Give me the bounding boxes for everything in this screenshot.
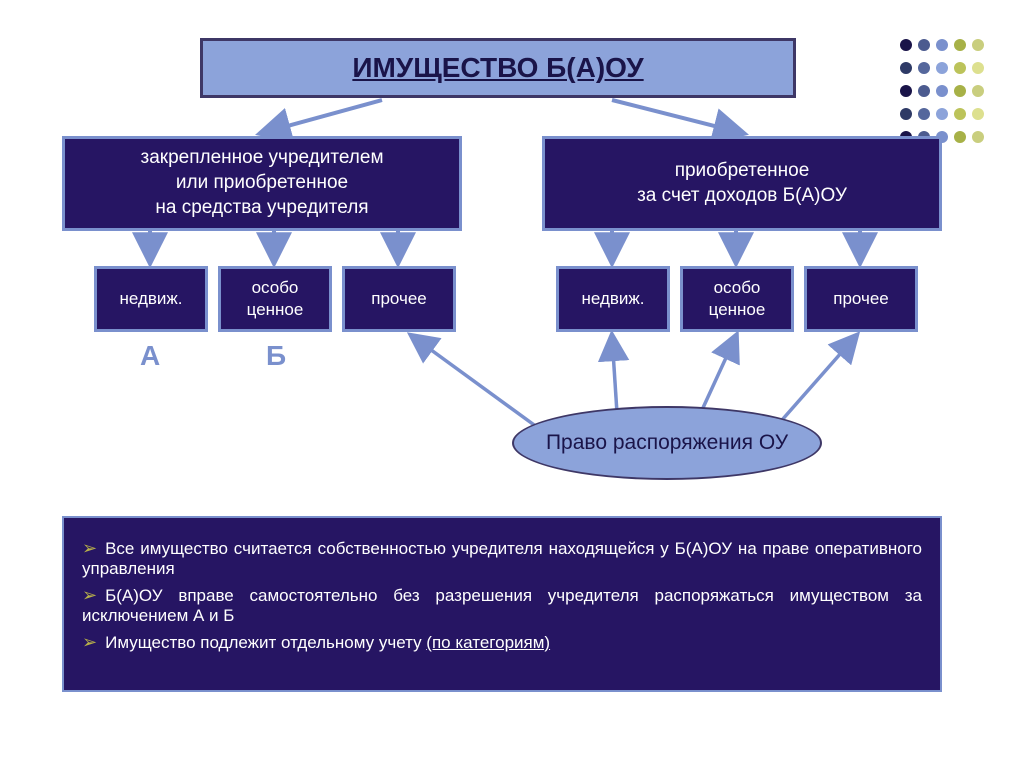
- notes-box: ➢Все имущество считается собственностью …: [62, 516, 942, 692]
- sub-right-other: прочее: [804, 266, 918, 332]
- bullet-1: ➢Все имущество считается собственностью …: [82, 538, 922, 579]
- title-box: ИМУЩЕСТВО Б(А)ОУ: [200, 38, 796, 98]
- sub-right-valuable: особо ценное: [680, 266, 794, 332]
- bullet-3-text: Имущество подлежит отдельному учету: [105, 633, 426, 652]
- label-letter-b: Б: [266, 340, 286, 372]
- node-income-property: приобретенное за счет доходов Б(А)ОУ: [542, 136, 942, 231]
- decor-dots: [897, 36, 987, 151]
- bullet-2-text: Б(А)ОУ вправе самостоятельно без разреше…: [82, 586, 922, 625]
- bullet-3-underline: (по категориям): [426, 633, 550, 652]
- node-founder-property: закрепленное учредителем или приобретенн…: [62, 136, 462, 231]
- label-letter-a: А: [140, 340, 160, 372]
- bullet-2: ➢Б(А)ОУ вправе самостоятельно без разреш…: [82, 585, 922, 626]
- bullet-1-text: Все имущество считается собственностью у…: [82, 539, 922, 578]
- sub-left-real-estate: недвиж.: [94, 266, 208, 332]
- sub-right-real-estate: недвиж.: [556, 266, 670, 332]
- sub-left-other: прочее: [342, 266, 456, 332]
- diagram-canvas: ИМУЩЕСТВО Б(А)ОУ закрепленное учредителе…: [22, 18, 982, 738]
- sub-left-valuable: особо ценное: [218, 266, 332, 332]
- bullet-3: ➢Имущество подлежит отдельному учету (по…: [82, 632, 922, 653]
- ellipse-disposal-right: Право распоряжения ОУ: [512, 406, 822, 480]
